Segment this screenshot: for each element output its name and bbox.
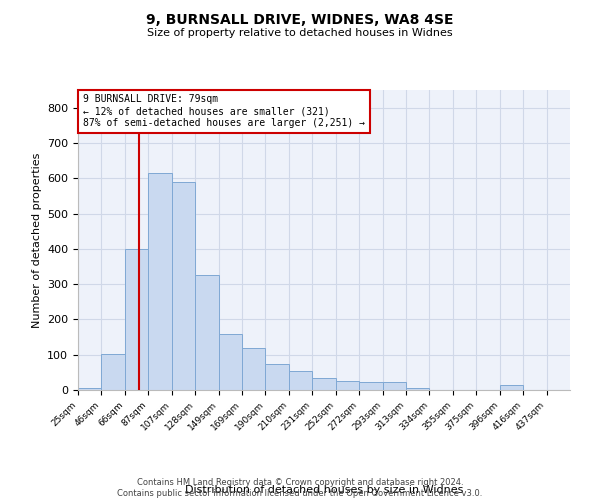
- Bar: [406, 388, 430, 390]
- Bar: [312, 378, 336, 390]
- Y-axis label: Number of detached properties: Number of detached properties: [32, 152, 41, 328]
- Text: 9, BURNSALL DRIVE, WIDNES, WA8 4SE: 9, BURNSALL DRIVE, WIDNES, WA8 4SE: [146, 12, 454, 26]
- Bar: [101, 354, 125, 390]
- Bar: [500, 386, 523, 390]
- Bar: [78, 388, 101, 390]
- Text: 9 BURNSALL DRIVE: 79sqm
← 12% of detached houses are smaller (321)
87% of semi-d: 9 BURNSALL DRIVE: 79sqm ← 12% of detache…: [83, 94, 365, 128]
- Bar: [359, 382, 383, 390]
- Bar: [265, 364, 289, 390]
- Bar: [195, 276, 218, 390]
- Bar: [125, 249, 148, 390]
- Bar: [148, 173, 172, 390]
- Text: Contains HM Land Registry data © Crown copyright and database right 2024.
Contai: Contains HM Land Registry data © Crown c…: [118, 478, 482, 498]
- X-axis label: Distribution of detached houses by size in Widnes: Distribution of detached houses by size …: [185, 484, 463, 494]
- Bar: [242, 348, 265, 390]
- Bar: [336, 381, 359, 390]
- Text: Size of property relative to detached houses in Widnes: Size of property relative to detached ho…: [147, 28, 453, 38]
- Bar: [289, 370, 312, 390]
- Bar: [383, 382, 406, 390]
- Bar: [218, 334, 242, 390]
- Bar: [172, 182, 195, 390]
